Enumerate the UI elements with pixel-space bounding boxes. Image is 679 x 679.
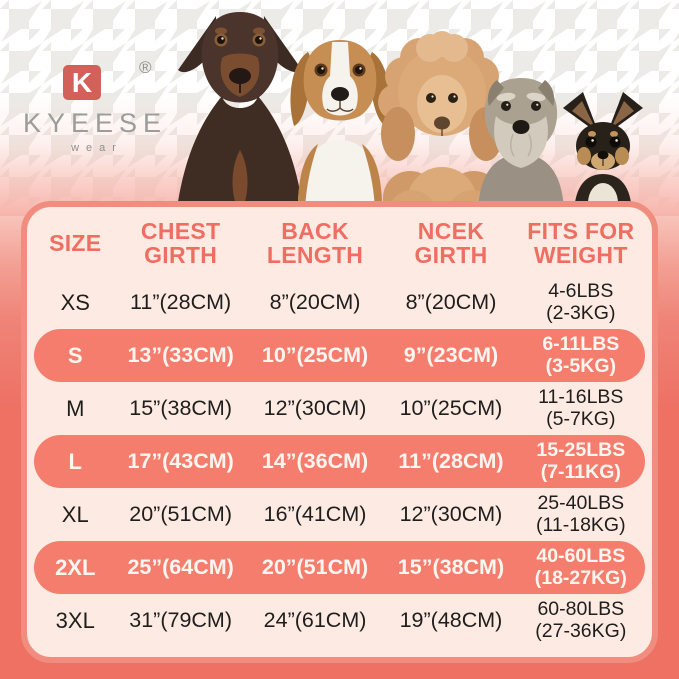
table-row-3xl: 3XL 31”(79CM) 24”(61CM) 19”(48CM) 60-80L… [34,594,645,647]
col-header-chest-girth: CHEST GIRTH [140,217,221,268]
cell-size: XS [60,289,90,315]
table-row-xs: XS 11”(28CM) 8”(20CM) 8”(20CM) 4-6LBS (2-… [34,276,645,329]
hero-section: K ® KYEESE wear [0,0,679,216]
table-row-m: M 15”(38CM) 12”(30CM) 10”(25CM) 11-16LBS… [34,382,645,435]
cell-weight: 11-16LBS (5-7KG) [538,385,624,430]
table-row-2xl: 2XL 25”(64CM) 20”(51CM) 15”(38CM) 40-60L… [34,541,645,594]
cell-neck-girth: 15”(38CM) [397,555,505,579]
cell-weight: 40-60LBS (18-27KG) [534,544,627,589]
cell-neck-girth: 19”(48CM) [399,608,503,632]
cell-size: L [68,448,82,474]
cell-size: 2XL [55,554,96,580]
poodle-illustration [378,31,506,216]
cell-chest-girth: 25”(64CM) [127,555,234,579]
doberman-illustration [176,12,304,216]
cell-back-length: 16”(41CM) [263,502,367,526]
registered-trademark-symbol: ® [139,58,152,77]
cell-weight: 15-25LBS (7-11KG) [536,438,626,483]
col-header-size: SIZE [49,229,102,256]
schnauzer-illustration [478,78,564,216]
table-row-l: L 17”(43CM) 14”(36CM) 11”(28CM) 15-25LBS… [34,435,645,488]
cell-back-length: 14”(36CM) [261,449,369,473]
table-row-s: S 13”(33CM) 10”(25CM) 9”(23CM) 6-11LBS (3… [34,329,645,382]
col-header-fits-for-weight: FITS FOR WEIGHT [527,217,635,268]
size-chart-card: SIZE CHEST GIRTH BACK LENGTH NCEK GIRTH FIT… [21,201,658,663]
cell-weight: 6-11LBS (3-5KG) [542,332,620,377]
cell-size: S [67,342,83,368]
logo-k-mark-icon: K [63,65,101,100]
cell-weight: 25-40LBS (11-18KG) [536,491,626,536]
dogs-illustration [176,12,643,216]
cell-back-length: 20”(51CM) [261,555,369,579]
cell-chest-girth: 31”(79CM) [129,608,232,632]
cell-size: M [66,395,85,421]
cell-chest-girth: 17”(43CM) [127,449,234,473]
chihuahua-illustration [563,92,643,216]
brand-name: KYEESE [22,108,168,138]
cell-weight: 4-6LBS (2-3KG) [546,279,616,324]
cell-chest-girth: 11”(28CM) [130,290,232,314]
cell-neck-girth: 11”(28CM) [398,449,504,473]
cell-size: XL [61,501,89,527]
cell-chest-girth: 13”(33CM) [127,343,234,367]
cell-neck-girth: 10”(25CM) [399,396,503,420]
cell-chest-girth: 15”(38CM) [129,396,232,420]
cell-chest-girth: 20”(51CM) [129,502,232,526]
brand-logo: K ® KYEESE wear [22,58,168,158]
beagle-illustration [290,40,390,216]
cell-back-length: 8”(20CM) [269,290,361,314]
cell-back-length: 10”(25CM) [261,343,369,367]
cell-neck-girth: 12”(30CM) [399,502,503,526]
cell-neck-girth: 9”(23CM) [403,343,499,367]
cell-back-length: 12”(30CM) [263,396,367,420]
cell-weight: 60-80LBS (27-36KG) [535,597,627,642]
table-header-row: SIZE CHEST GIRTH BACK LENGTH NCEK GIRTH FIT… [34,210,645,276]
col-header-neck-girth: NCEK GIRTH [414,217,488,268]
cell-back-length: 24”(61CM) [263,608,367,632]
cell-neck-girth: 8”(20CM) [405,290,497,314]
brand-subtitle: wear [71,142,123,154]
table-row-xl: XL 20”(51CM) 16”(41CM) 12”(30CM) 25-40LB… [34,488,645,541]
cell-size: 3XL [55,607,95,633]
col-header-back-length: BACK LENGTH [266,217,364,268]
